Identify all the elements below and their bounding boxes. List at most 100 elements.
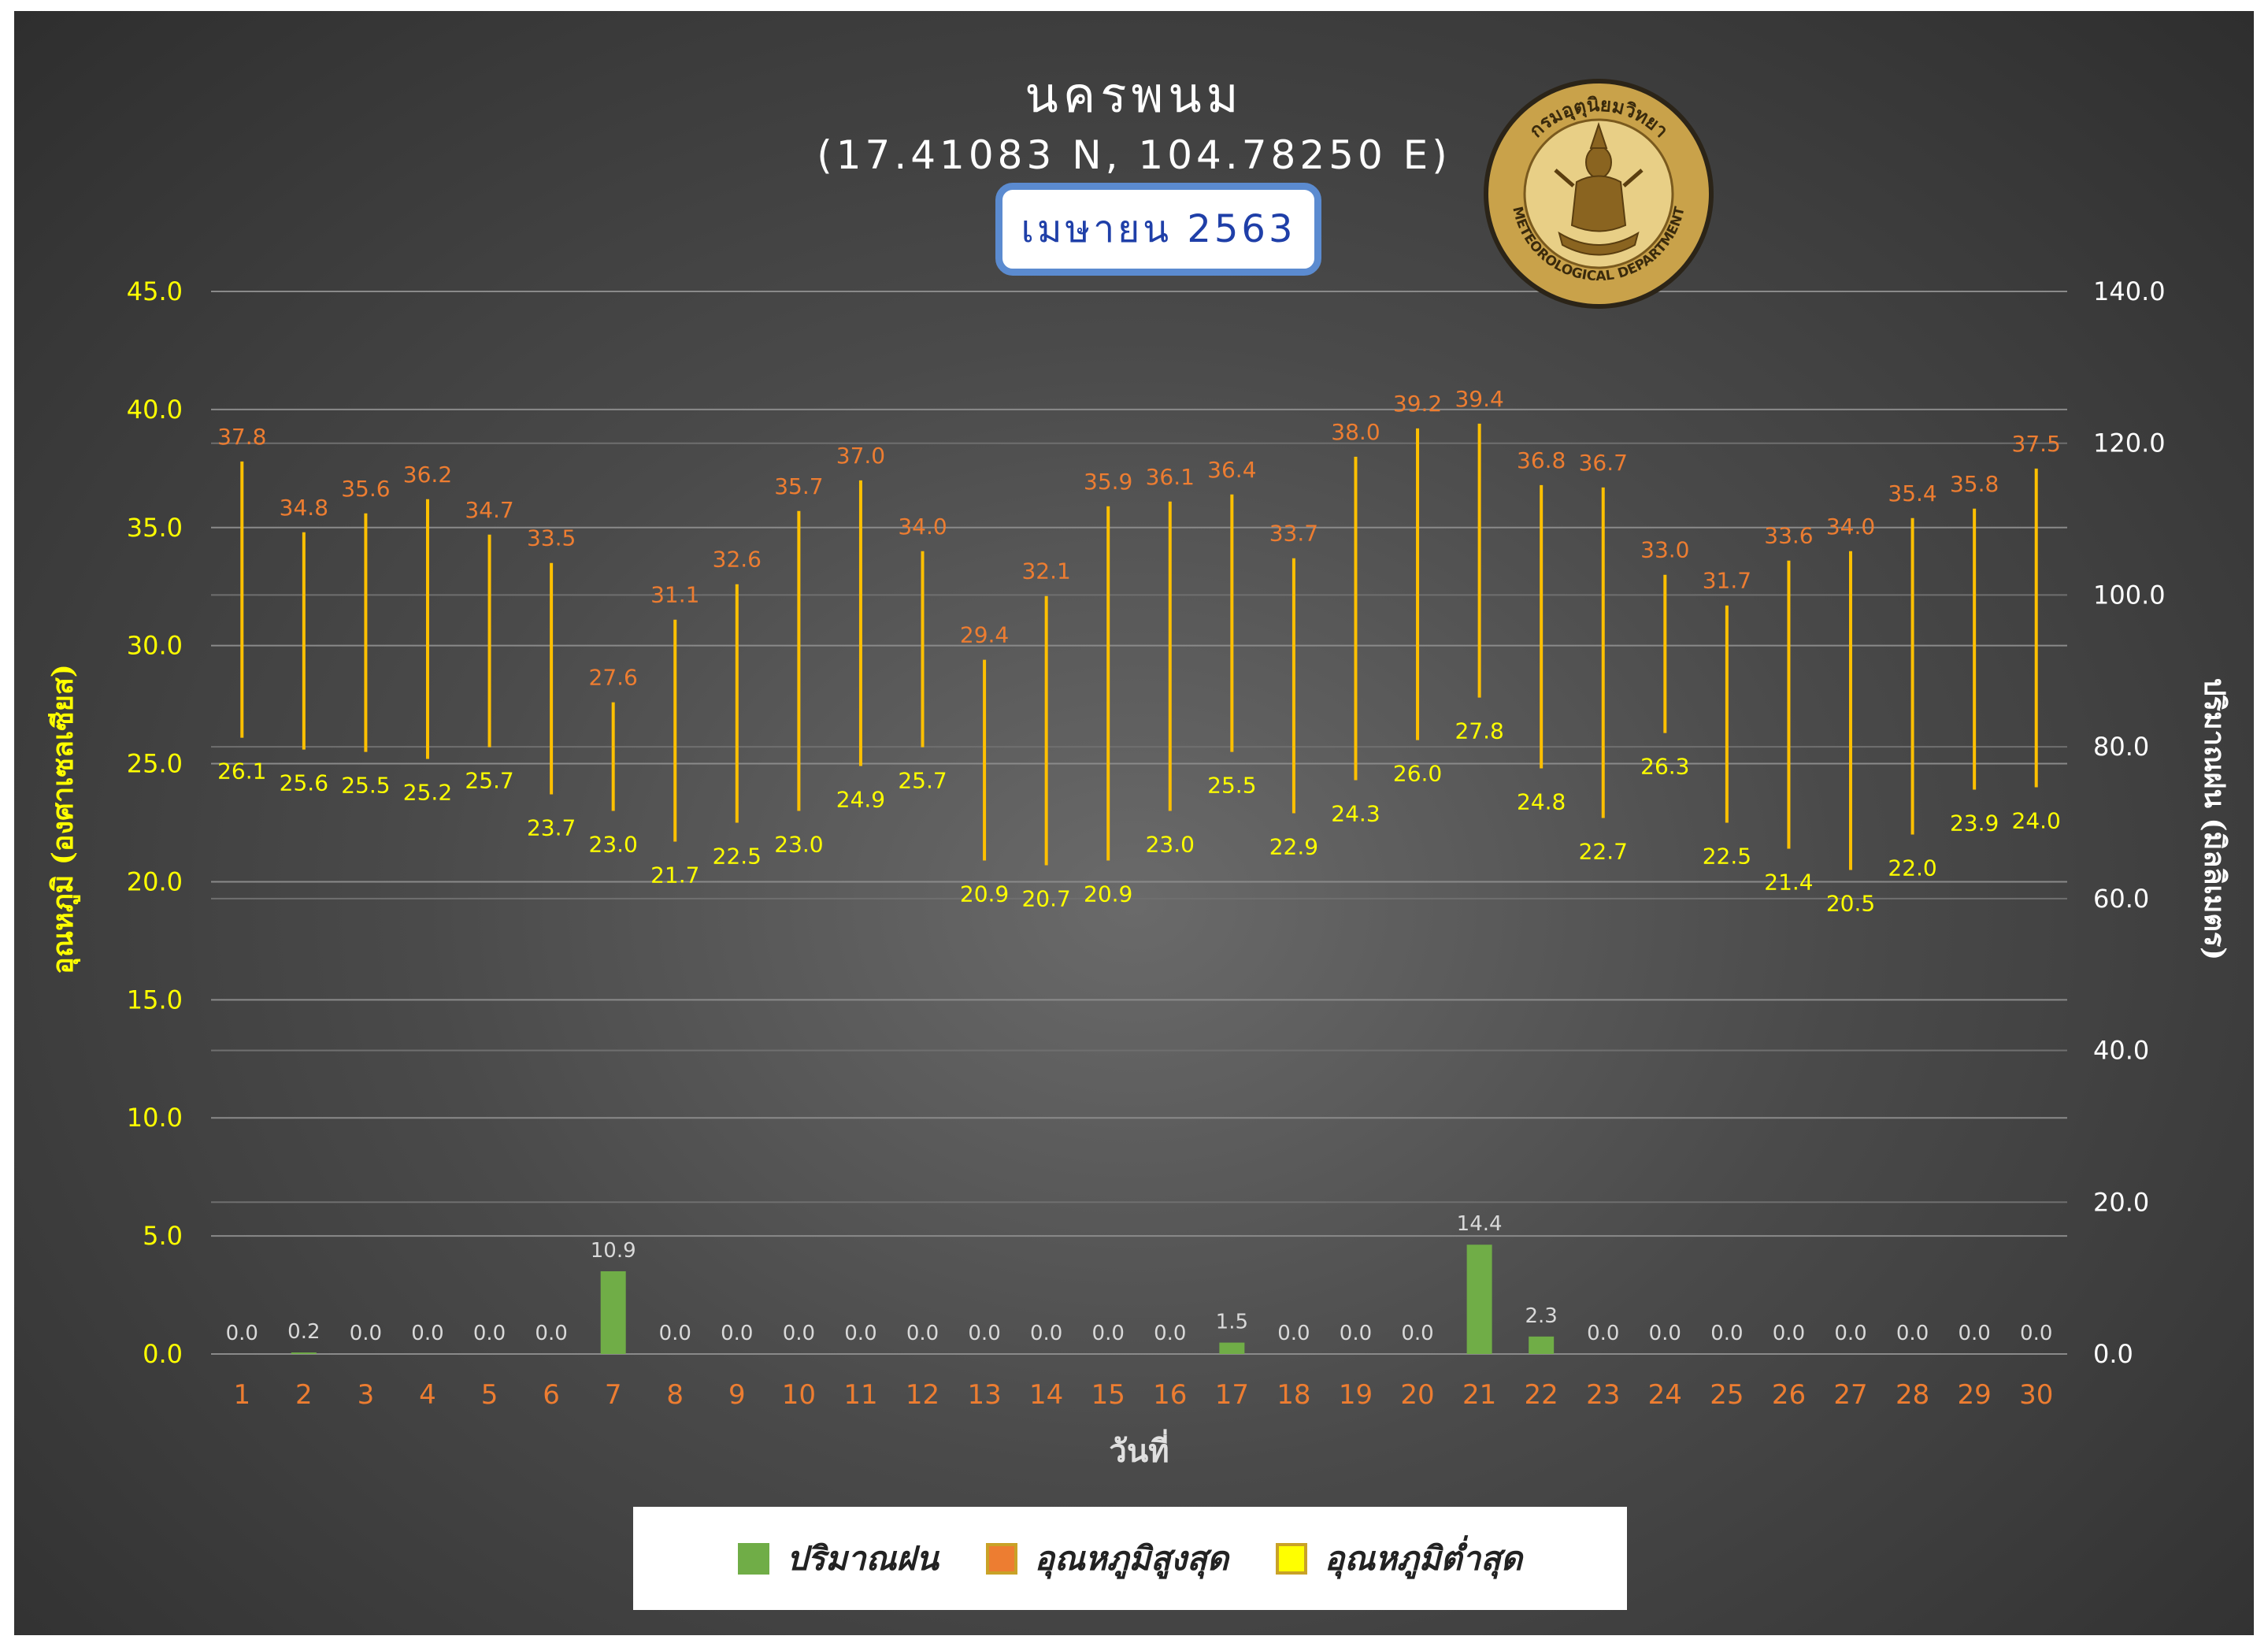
y-axis-title-left: อุณหภูมิ (องศาเซลเซียส) <box>46 664 81 974</box>
right-tick-label: 40.0 <box>2093 1036 2149 1066</box>
x-tick-label: 26 <box>1772 1379 1806 1411</box>
tmax-data-label: 33.5 <box>527 525 576 551</box>
tmin-data-label: 25.6 <box>280 770 328 796</box>
x-tick-label: 30 <box>2019 1379 2053 1411</box>
right-tick-label: 0.0 <box>2093 1339 2133 1369</box>
tmax-data-label: 29.4 <box>960 622 1009 648</box>
right-tick-label: 80.0 <box>2093 732 2149 762</box>
x-tick-label: 10 <box>782 1379 816 1411</box>
tmin-data-label: 25.5 <box>341 773 390 799</box>
tmin-data-label: 27.8 <box>1455 718 1503 744</box>
rain-bar <box>600 1270 626 1354</box>
tmin-data-label: 24.3 <box>1331 801 1380 827</box>
x-tick-label: 13 <box>967 1379 1001 1411</box>
legend-swatch-rain <box>737 1542 769 1575</box>
rain-data-label: 1.5 <box>1216 1311 1248 1334</box>
chart-title: นครพนม <box>1025 66 1243 124</box>
rain-data-label: 0.0 <box>1587 1322 1619 1345</box>
rain-data-label: 0.0 <box>2020 1322 2052 1345</box>
rain-data-label: 0.0 <box>783 1322 815 1345</box>
x-axis-title: วันที่ <box>1109 1429 1169 1470</box>
left-tick-label: 5.0 <box>143 1221 183 1251</box>
tmin-data-label: 21.7 <box>650 862 699 888</box>
legend-label-tmax: อุณหภูมิสูงสุด <box>1034 1538 1229 1578</box>
chart-subtitle-coordinates: (17.41083 N, 104.78250 E) <box>817 132 1451 178</box>
tmax-data-label: 39.4 <box>1455 386 1503 412</box>
tmin-data-label: 22.7 <box>1579 839 1628 865</box>
rain-data-label: 0.0 <box>1710 1322 1743 1345</box>
rain-data-label: 0.0 <box>1773 1322 1805 1345</box>
x-tick-label: 4 <box>419 1379 436 1411</box>
tmin-data-label: 25.5 <box>1207 773 1256 799</box>
rain-data-label: 0.0 <box>1958 1322 1990 1345</box>
rain-data-label: 0.0 <box>1649 1322 1681 1345</box>
tmax-data-label: 31.7 <box>1703 568 1751 594</box>
tmin-data-label: 24.9 <box>836 787 885 813</box>
tmax-data-label: 34.8 <box>280 495 328 521</box>
rain-data-label: 0.2 <box>287 1320 320 1344</box>
rain-data-label: 0.0 <box>535 1322 567 1345</box>
rain-data-label: 0.0 <box>350 1322 382 1345</box>
x-tick-label: 16 <box>1153 1379 1187 1411</box>
tmax-data-label: 35.9 <box>1084 469 1132 495</box>
tmax-data-label: 34.0 <box>1826 514 1875 540</box>
rain-data-label: 0.0 <box>1834 1322 1866 1345</box>
rain-data-label: 0.0 <box>721 1322 753 1345</box>
tmin-data-label: 23.7 <box>527 815 576 841</box>
rain-data-label: 0.0 <box>1030 1322 1062 1345</box>
left-tick-label: 10.0 <box>127 1103 183 1133</box>
rain-data-label: 0.0 <box>659 1322 691 1345</box>
tmax-data-label: 36.7 <box>1579 450 1628 476</box>
x-tick-label: 28 <box>1896 1379 1929 1411</box>
right-tick-label: 140.0 <box>2093 276 2166 306</box>
x-tick-label: 14 <box>1029 1379 1063 1411</box>
tmax-data-label: 34.7 <box>465 497 513 523</box>
rain-data-label: 0.0 <box>1277 1322 1310 1345</box>
rain-data-label: 0.0 <box>1896 1322 1929 1345</box>
x-tick-label: 12 <box>906 1379 939 1411</box>
rain-data-label: 10.9 <box>591 1239 636 1263</box>
right-tick-label: 100.0 <box>2093 580 2166 610</box>
tmax-data-label: 35.8 <box>1950 471 1999 497</box>
rain-data-label: 0.0 <box>226 1322 258 1345</box>
tmin-data-label: 26.1 <box>217 759 266 785</box>
tmax-data-label: 37.0 <box>836 443 885 469</box>
tmin-data-label: 20.7 <box>1021 885 1070 911</box>
rain-bars <box>291 1245 1555 1354</box>
axes: 0.05.010.015.020.025.030.035.040.045.00.… <box>46 276 2231 1470</box>
legend-label-tmin: อุณหภูมิต่ำสุด <box>1325 1538 1523 1578</box>
tmin-data-label: 26.0 <box>1393 761 1442 787</box>
tmax-data-label: 36.1 <box>1146 464 1195 490</box>
legend-swatch-tmin <box>1276 1542 1308 1575</box>
rain-data-label: 2.3 <box>1525 1304 1558 1328</box>
rain-data-label: 0.0 <box>1340 1322 1372 1345</box>
x-tick-label: 23 <box>1586 1379 1620 1411</box>
x-tick-label: 19 <box>1339 1379 1373 1411</box>
tmin-data-label: 21.4 <box>1764 869 1813 895</box>
tmin-data-label: 23.9 <box>1950 811 1999 836</box>
legend-label-rain: ปริมาณฝน <box>786 1538 939 1578</box>
left-tick-label: 25.0 <box>127 749 183 779</box>
x-tick-label: 5 <box>481 1379 498 1411</box>
tmin-data-label: 25.2 <box>403 780 452 806</box>
x-tick-label: 8 <box>666 1379 684 1411</box>
x-tick-label: 21 <box>1462 1379 1496 1411</box>
legend-item-rain: ปริมาณฝน <box>737 1533 939 1585</box>
legend-item-tmin: อุณหภูมิต่ำสุด <box>1276 1533 1522 1585</box>
x-tick-label: 18 <box>1277 1379 1310 1411</box>
tmin-data-label: 26.3 <box>1640 754 1689 780</box>
left-tick-label: 15.0 <box>127 985 183 1015</box>
tmax-data-label: 38.0 <box>1331 419 1380 445</box>
x-tick-label: 20 <box>1400 1379 1434 1411</box>
tmax-data-label: 35.6 <box>341 476 390 502</box>
tmax-data-label: 37.5 <box>2012 431 2061 457</box>
month-label-box: เมษายน 2563 <box>995 183 1321 276</box>
rain-data-label: 0.0 <box>1401 1322 1433 1345</box>
left-tick-label: 45.0 <box>127 276 183 306</box>
rain-bar <box>1219 1342 1245 1354</box>
legend-item-tmax: อุณหภูมิสูงสุด <box>985 1533 1229 1585</box>
x-tick-label: 29 <box>1958 1379 1992 1411</box>
tmin-data-label: 23.0 <box>774 832 823 858</box>
chart-legend: ปริมาณฝน อุณหภูมิสูงสุด อุณหภูมิต่ำสุด <box>633 1507 1627 1610</box>
rain-data-label: 0.0 <box>1154 1322 1186 1345</box>
